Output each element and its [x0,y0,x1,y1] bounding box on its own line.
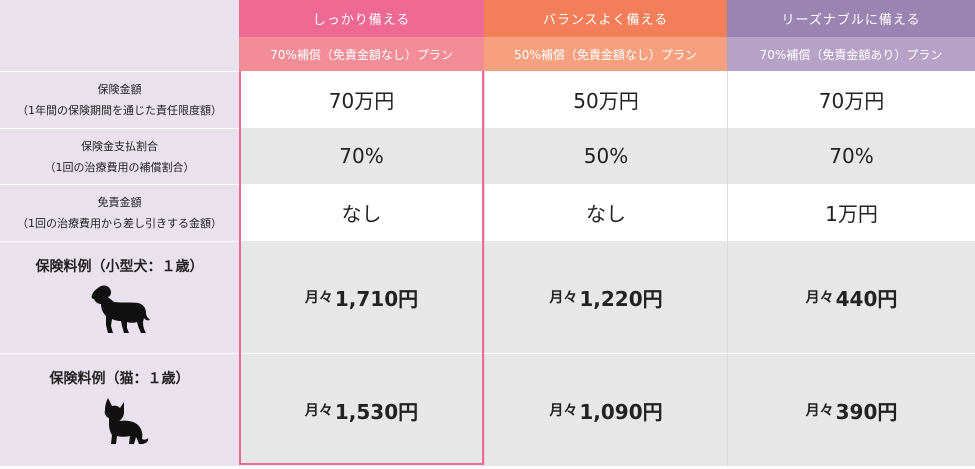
row-subtitle: （1回の治療費用から差し引きする金額） [17,217,222,230]
plan1-deductible: なし [239,184,484,241]
plan2-subtitle: 50%補償（免責金額なし）プラン [484,37,727,71]
price-prefix: 月々 [549,290,578,306]
plan3-ratio: 70% [727,128,975,184]
price-prefix: 月々 [304,403,333,419]
plan1-limit: 70万円 [239,71,484,128]
dog-icon [91,285,150,333]
price-prefix: 月々 [805,290,834,306]
header-blank [0,0,239,71]
row-title: 保険金支払割合 [81,139,158,153]
row-title: 保険料例（猫：１歳） [49,371,190,387]
price-value: 1,090円 [579,399,663,424]
price-prefix: 月々 [304,290,333,306]
plan1-dog-premium: 月々 1,710円 [239,241,484,353]
row-subtitle: （1年間の保険期間を通じた責任限度額） [17,104,222,117]
plan2-limit: 50万円 [484,71,727,128]
row-label-limit: 保険金額 （1年間の保険期間を通じた責任限度額） [0,71,239,128]
price-value: 1,530円 [334,399,419,424]
plan3-deductible: 1万円 [727,184,975,241]
plan1-subtitle: 70%補償（免責金額なし）プラン [239,37,484,71]
plan3-cat-premium: 月々 390円 [727,353,975,466]
row-title: 保険金額 [97,83,142,96]
row-label-deductible: 免責金額 （1回の治療費用から差し引きする金額） [0,184,239,241]
plan1-cat-premium: 月々 1,530円 [239,353,484,466]
price-value: 390円 [835,399,898,424]
plan1-ratio: 70% [239,128,484,184]
plan3-name: リーズナブルに備える [727,0,975,37]
row-label-dog: 保険料例（小型犬：１歳） [0,241,239,353]
plan2-deductible: なし [484,184,727,241]
price-value: 440円 [835,286,898,311]
plan2-ratio: 50% [484,128,727,184]
price-prefix: 月々 [549,403,578,419]
row-title: 保険料例（小型犬：１歳） [35,259,204,275]
cat-icon [104,398,148,444]
price-prefix: 月々 [805,403,834,419]
row-subtitle: （1回の治療費用の補償割合） [44,160,195,174]
plan1-name: しっかり備える [239,0,484,37]
price-value: 1,220円 [579,286,663,311]
row-title: 免責金額 [97,196,142,209]
plan3-limit: 70万円 [727,71,975,128]
plan2-name: バランスよく備える [484,0,727,37]
plan2-dog-premium: 月々 1,220円 [484,241,727,353]
row-label-ratio: 保険金支払割合 （1回の治療費用の補償割合） [0,128,239,184]
row-label-cat: 保険料例（猫：１歳） [0,353,239,466]
plan2-cat-premium: 月々 1,090円 [484,353,727,466]
price-value: 1,710円 [334,286,419,311]
plan3-dog-premium: 月々 440円 [727,241,975,353]
plan3-subtitle: 70%補償（免責金額あり）プラン [727,37,975,71]
